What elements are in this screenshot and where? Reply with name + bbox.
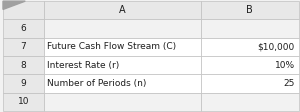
FancyBboxPatch shape <box>44 19 201 38</box>
FancyBboxPatch shape <box>3 93 43 111</box>
Polygon shape <box>3 1 25 9</box>
FancyBboxPatch shape <box>201 38 298 56</box>
FancyBboxPatch shape <box>201 19 298 38</box>
Text: A: A <box>119 5 126 15</box>
Text: 8: 8 <box>20 61 26 70</box>
Text: 7: 7 <box>20 42 26 51</box>
Text: 10: 10 <box>17 97 29 106</box>
FancyBboxPatch shape <box>201 1 298 19</box>
Text: 9: 9 <box>20 79 26 88</box>
Text: 10%: 10% <box>275 61 295 70</box>
FancyBboxPatch shape <box>201 56 298 74</box>
Text: $10,000: $10,000 <box>258 42 295 51</box>
FancyBboxPatch shape <box>44 38 201 56</box>
FancyBboxPatch shape <box>201 93 298 111</box>
FancyBboxPatch shape <box>201 74 298 93</box>
FancyBboxPatch shape <box>44 93 201 111</box>
Text: 6: 6 <box>20 24 26 33</box>
FancyBboxPatch shape <box>3 38 43 56</box>
Text: Number of Periods (n): Number of Periods (n) <box>47 79 146 88</box>
FancyBboxPatch shape <box>3 56 43 74</box>
FancyBboxPatch shape <box>44 1 201 19</box>
Text: Interest Rate (r): Interest Rate (r) <box>47 61 119 70</box>
Text: Future Cash Flow Stream (C): Future Cash Flow Stream (C) <box>47 42 176 51</box>
FancyBboxPatch shape <box>3 1 43 19</box>
FancyBboxPatch shape <box>3 19 43 38</box>
FancyBboxPatch shape <box>3 74 43 93</box>
FancyBboxPatch shape <box>44 56 201 74</box>
Text: B: B <box>246 5 253 15</box>
FancyBboxPatch shape <box>44 74 201 93</box>
Text: 25: 25 <box>284 79 295 88</box>
